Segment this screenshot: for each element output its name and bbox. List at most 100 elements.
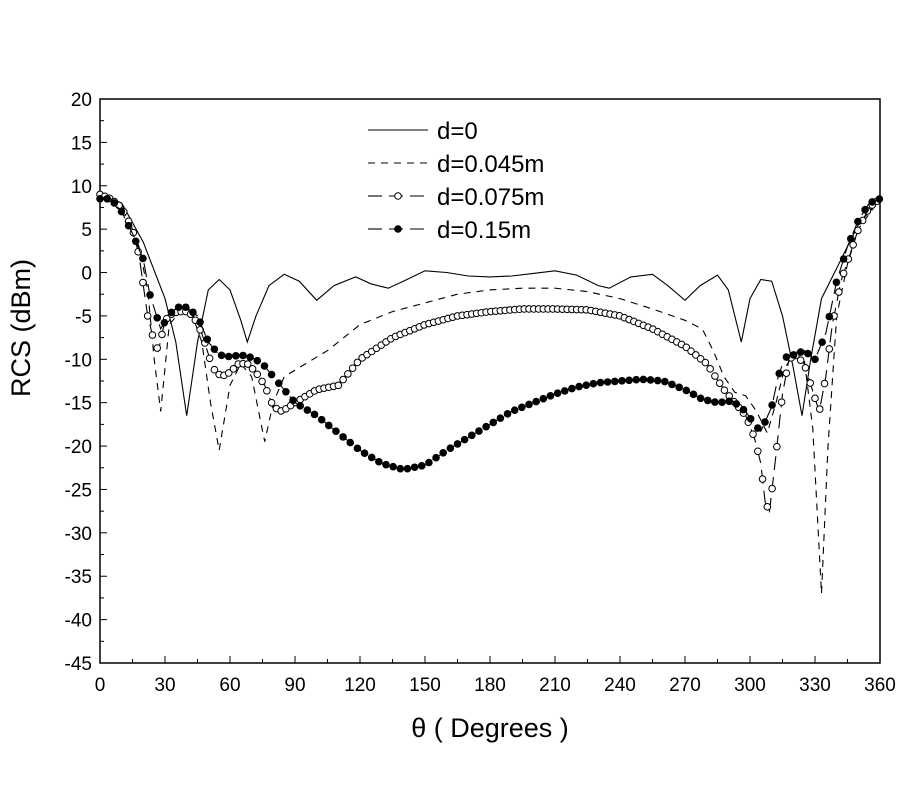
data-point bbox=[503, 410, 512, 418]
x-tick-label: 180 bbox=[474, 675, 506, 696]
data-point bbox=[482, 422, 490, 431]
x-tick-label: 90 bbox=[284, 675, 305, 696]
data-point bbox=[205, 354, 214, 363]
x-tick-label: 240 bbox=[604, 675, 636, 696]
data-point bbox=[344, 370, 352, 378]
data-point bbox=[782, 369, 791, 377]
data-point bbox=[274, 379, 283, 387]
data-point bbox=[749, 430, 757, 438]
data-point bbox=[510, 406, 519, 414]
series-d=0 bbox=[99, 193, 881, 416]
data-point bbox=[367, 453, 376, 462]
data-point bbox=[146, 291, 154, 299]
data-point bbox=[124, 221, 133, 230]
data-point bbox=[532, 397, 540, 406]
data-point bbox=[768, 401, 776, 409]
data-point bbox=[711, 372, 719, 380]
data-point bbox=[711, 398, 719, 406]
data-point bbox=[334, 381, 343, 390]
data-point bbox=[589, 379, 598, 388]
data-point bbox=[143, 312, 152, 320]
data-point bbox=[777, 398, 786, 406]
data-point bbox=[725, 397, 733, 406]
data-point bbox=[868, 198, 876, 206]
data-point bbox=[639, 375, 648, 384]
data-point bbox=[618, 377, 626, 385]
data-point bbox=[468, 431, 476, 440]
y-tick-label: 0 bbox=[81, 264, 92, 285]
data-point bbox=[696, 394, 705, 403]
data-point bbox=[348, 364, 357, 372]
data-point bbox=[703, 396, 712, 405]
y-tick-label: 20 bbox=[71, 90, 92, 111]
data-point bbox=[339, 375, 347, 384]
data-point bbox=[518, 403, 526, 412]
data-point bbox=[739, 405, 748, 414]
data-point bbox=[546, 392, 555, 400]
data-point bbox=[210, 365, 219, 374]
data-point bbox=[410, 463, 419, 472]
data-point bbox=[389, 462, 397, 471]
data-point bbox=[439, 448, 448, 457]
data-point bbox=[553, 389, 562, 397]
y-tick-label: -25 bbox=[65, 480, 92, 501]
data-point bbox=[632, 375, 641, 384]
y-tick-label: -40 bbox=[65, 611, 92, 632]
data-point bbox=[611, 377, 619, 386]
x-tick-label: 270 bbox=[669, 675, 701, 696]
data-point bbox=[804, 349, 812, 358]
data-point bbox=[103, 194, 111, 203]
data-point bbox=[203, 335, 212, 344]
data-point bbox=[825, 312, 834, 321]
data-point bbox=[825, 345, 834, 353]
data-point bbox=[682, 386, 691, 395]
data-point bbox=[446, 444, 455, 453]
data-point bbox=[289, 396, 297, 405]
x-axis-label: θ ( Degrees ) bbox=[411, 713, 569, 743]
data-point bbox=[260, 362, 269, 370]
y-tick-label: 5 bbox=[81, 220, 92, 241]
legend-marker bbox=[394, 225, 402, 233]
data-point bbox=[718, 398, 726, 406]
legend-marker bbox=[394, 192, 402, 200]
data-point bbox=[582, 381, 590, 389]
data-point bbox=[267, 398, 276, 407]
data-point bbox=[346, 438, 355, 447]
data-point bbox=[758, 475, 767, 483]
data-point bbox=[243, 360, 252, 368]
data-point bbox=[815, 405, 824, 413]
data-point bbox=[763, 503, 772, 511]
data-point bbox=[675, 383, 683, 392]
data-point bbox=[296, 402, 305, 410]
data-point bbox=[646, 376, 655, 384]
data-point bbox=[715, 379, 724, 387]
data-point bbox=[854, 217, 862, 226]
legend-label: d=0.045m bbox=[437, 151, 544, 178]
data-point bbox=[263, 386, 271, 395]
data-point bbox=[96, 194, 104, 203]
y-tick-label: -10 bbox=[65, 350, 92, 371]
data-point bbox=[310, 410, 319, 419]
data-point bbox=[425, 458, 433, 467]
x-tick-label: 0 bbox=[95, 675, 106, 696]
legend-label: d=0.075m bbox=[437, 184, 544, 211]
data-point bbox=[796, 348, 805, 356]
data-point bbox=[229, 365, 238, 373]
data-point bbox=[835, 288, 843, 296]
data-point bbox=[382, 460, 390, 469]
data-point bbox=[248, 365, 257, 373]
data-point bbox=[139, 254, 147, 263]
data-point bbox=[596, 378, 605, 387]
legend: d=0 d=0.045m d=0.075m d=0.15m bbox=[368, 118, 544, 244]
data-point bbox=[232, 351, 240, 360]
data-point bbox=[789, 351, 798, 359]
data-point bbox=[846, 234, 855, 243]
data-point bbox=[761, 418, 769, 426]
data-point bbox=[158, 330, 166, 339]
y-tick-label: 15 bbox=[71, 133, 92, 154]
data-point bbox=[496, 414, 505, 422]
data-point bbox=[706, 365, 714, 373]
data-point bbox=[820, 379, 829, 388]
data-point bbox=[303, 406, 312, 414]
data-point bbox=[603, 378, 612, 386]
